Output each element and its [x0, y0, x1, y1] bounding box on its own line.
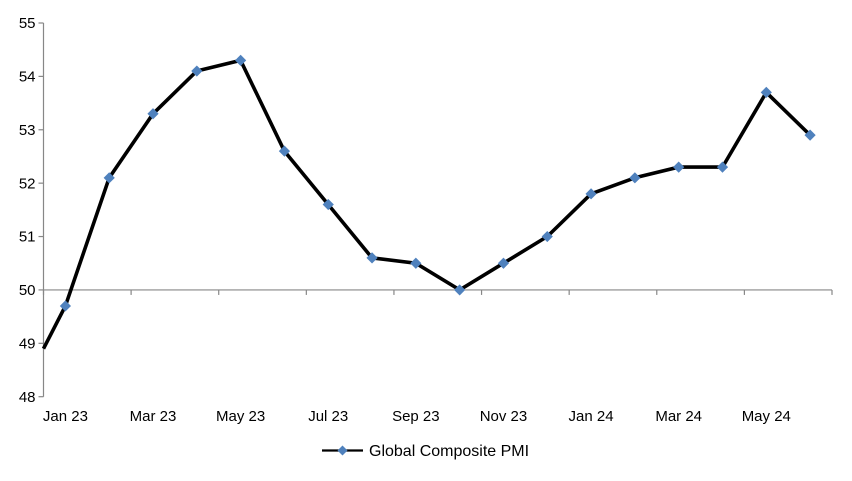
y-axis: 48 49 50 51 52 53 54 55: [19, 15, 45, 406]
data-point-marker: [629, 172, 641, 184]
y-axis-tick-label: 49: [19, 336, 36, 353]
y-axis-tick-label: 53: [19, 122, 36, 139]
data-point-marker: [716, 161, 729, 173]
data-point-marker: [760, 86, 772, 99]
x-axis-tick-label: May 24: [742, 408, 791, 425]
y-axis-tick-label: 51: [19, 229, 36, 246]
x-axis: Jan 23 Mar 23 May 23 Jul 23 Sep 23 Nov 23 Jan …: [43, 289, 833, 425]
y-axis-tick-label: 48: [19, 389, 36, 406]
data-point-marker: [147, 108, 159, 120]
data-point-marker: [235, 54, 247, 66]
data-point-marker: [454, 284, 466, 296]
data-point-marker: [103, 172, 115, 184]
data-point-marker: [673, 161, 685, 173]
data-point-marker: [59, 300, 72, 312]
y-axis-tick-label: 54: [19, 69, 36, 86]
data-point-marker: [366, 252, 378, 264]
data-point-marker: [191, 65, 203, 77]
data-point-marker: [585, 188, 597, 200]
data-point-marker: [804, 129, 816, 141]
y-axis-tick-label: 50: [19, 282, 36, 299]
y-axis-tick-label: 52: [19, 175, 36, 192]
legend-diamond-icon: [337, 445, 348, 456]
x-axis-tick-label: Sep 23: [392, 408, 440, 425]
pmi-line-series: [41, 54, 816, 350]
x-axis-tick-label: Jan 23: [43, 408, 88, 425]
data-point-marker: [497, 257, 510, 269]
x-axis-tick-label: May 23: [216, 408, 265, 425]
x-axis-tick-label: Mar 23: [130, 408, 177, 425]
y-axis-tick-label: 55: [19, 15, 36, 32]
data-point-marker: [278, 145, 291, 157]
legend: Global Composite PMI: [322, 443, 529, 460]
data-point-marker: [322, 198, 334, 211]
data-point-marker: [541, 230, 553, 243]
x-axis-tick-label: Jul 23: [308, 408, 348, 425]
legend-label: Global Composite PMI: [369, 443, 529, 460]
x-axis-tick-label: Jan 24: [569, 408, 614, 425]
x-axis-tick-label: Nov 23: [480, 408, 528, 425]
pmi-line-path: [41, 58, 812, 350]
data-point-marker: [410, 257, 422, 269]
x-axis-tick-label: Mar 24: [655, 408, 702, 425]
